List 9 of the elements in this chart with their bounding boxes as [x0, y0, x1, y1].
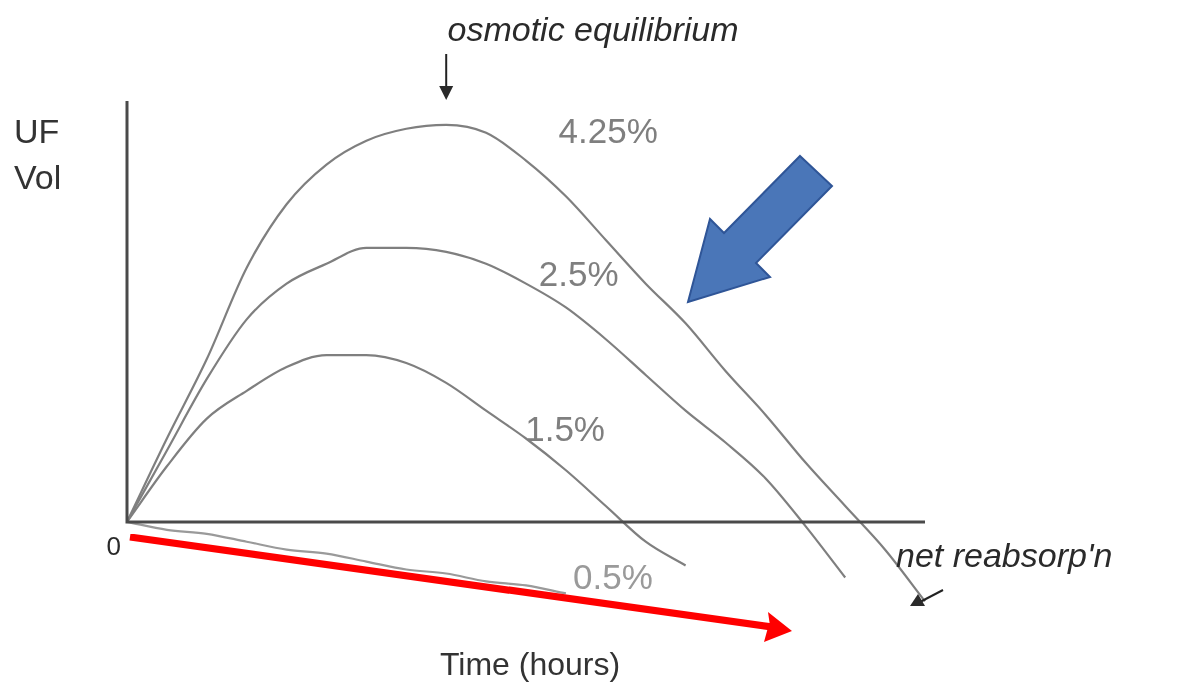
x-axis-title: Time (hours) — [439, 645, 621, 682]
series-label: 4.25% — [558, 111, 658, 151]
series-label: 1.5% — [525, 409, 605, 449]
text: osmotic equilibrium — [447, 10, 739, 49]
annotation: net reabsorp'n — [896, 536, 1113, 575]
y-axis-title: UF Vol — [14, 111, 63, 198]
series-label: 2.5% — [538, 254, 619, 294]
text: 0 — [106, 531, 121, 562]
series-label: 0.5% — [573, 557, 653, 597]
